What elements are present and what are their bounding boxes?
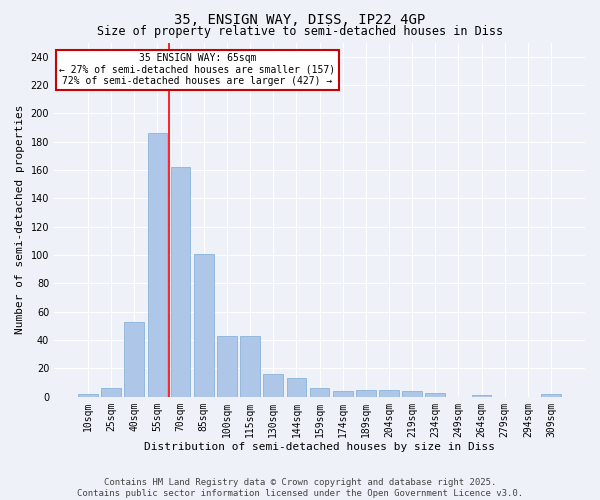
Bar [171, 167, 190, 397]
Bar [240, 336, 260, 397]
Text: 35 ENSIGN WAY: 65sqm
← 27% of semi-detached houses are smaller (157)
72% of semi: 35 ENSIGN WAY: 65sqm ← 27% of semi-detac… [59, 53, 335, 86]
Bar [287, 378, 306, 397]
Bar [263, 374, 283, 397]
Bar [217, 336, 237, 397]
Text: Contains HM Land Registry data © Crown copyright and database right 2025.
Contai: Contains HM Land Registry data © Crown c… [77, 478, 523, 498]
Bar [310, 388, 329, 397]
Bar [78, 394, 98, 397]
Bar [472, 396, 491, 397]
Bar [333, 391, 353, 397]
X-axis label: Distribution of semi-detached houses by size in Diss: Distribution of semi-detached houses by … [144, 442, 495, 452]
Bar [101, 388, 121, 397]
Bar [402, 391, 422, 397]
Bar [425, 392, 445, 397]
Bar [194, 254, 214, 397]
Bar [148, 133, 167, 397]
Bar [541, 394, 561, 397]
Text: Size of property relative to semi-detached houses in Diss: Size of property relative to semi-detach… [97, 25, 503, 38]
Y-axis label: Number of semi-detached properties: Number of semi-detached properties [15, 105, 25, 334]
Bar [379, 390, 399, 397]
Bar [124, 322, 144, 397]
Bar [356, 390, 376, 397]
Text: 35, ENSIGN WAY, DISS, IP22 4GP: 35, ENSIGN WAY, DISS, IP22 4GP [175, 12, 425, 26]
